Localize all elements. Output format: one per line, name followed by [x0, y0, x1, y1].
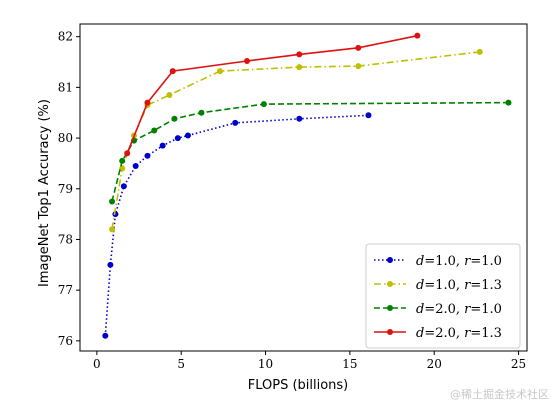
- data-point: [109, 226, 116, 233]
- axes-frame: [79, 23, 528, 352]
- legend-entry: d=1.0, r=1.0: [374, 254, 502, 269]
- legend-box: [365, 243, 521, 349]
- x-tick-label: 10: [258, 357, 273, 371]
- data-point: [414, 32, 421, 39]
- y-tick-label: 82: [58, 30, 73, 44]
- data-point: [260, 101, 267, 108]
- data-point: [198, 109, 205, 116]
- legend-marker: [387, 257, 393, 263]
- series-line: [111, 101, 509, 202]
- data-point: [232, 119, 239, 126]
- data-point: [505, 99, 512, 106]
- y-tick-label: 79: [58, 182, 73, 196]
- data-point: [166, 91, 173, 98]
- data-point: [120, 183, 127, 190]
- data-point: [296, 115, 303, 122]
- series-layer: [102, 32, 512, 339]
- data-point: [365, 112, 372, 119]
- legend-marker: [387, 305, 393, 311]
- series-4: [124, 32, 421, 157]
- data-point: [102, 332, 109, 339]
- x-tick-label: 20: [427, 357, 442, 371]
- data-point: [171, 115, 178, 122]
- data-point: [159, 142, 166, 149]
- legend-label: d=1.0, r=1.0: [416, 254, 502, 269]
- y-tick-label: 77: [58, 283, 73, 297]
- data-point: [296, 64, 303, 71]
- data-point: [184, 132, 191, 139]
- data-point: [132, 162, 139, 169]
- data-point: [476, 48, 483, 55]
- y-tick-label: 81: [58, 80, 73, 94]
- data-point: [169, 68, 176, 75]
- series-line: [104, 114, 369, 336]
- data-point: [124, 150, 131, 157]
- y-tick-label: 78: [58, 232, 73, 246]
- x-tick-label: 0: [93, 357, 101, 371]
- legend-label: d=1.0, r=1.3: [416, 278, 502, 293]
- data-point: [174, 135, 181, 142]
- data-point: [144, 152, 151, 159]
- axes-layer: 0 5 10 15 20 25 76 77 78 79 80 81 82: [58, 23, 528, 371]
- series-line: [111, 51, 480, 230]
- data-point: [355, 63, 362, 70]
- legend-marker: [387, 329, 393, 335]
- data-point: [107, 261, 114, 268]
- legend: d=1.0, r=1.0 d=1.0, r=1.3 d=2.0, r=1.0 d=2.…: [365, 243, 521, 349]
- watermark: @稀土掘金技术社区: [450, 387, 549, 401]
- legend-marker: [387, 281, 393, 287]
- data-point: [109, 198, 116, 205]
- legend-entry: d=2.0, r=1.0: [374, 302, 502, 317]
- data-point: [151, 127, 158, 134]
- x-tick-label: 25: [511, 357, 526, 371]
- legend-label: d=2.0, r=1.0: [416, 302, 502, 317]
- y-tick-label: 80: [58, 131, 73, 145]
- data-point: [112, 211, 119, 218]
- series-2: [109, 48, 483, 233]
- y-tick-label: 76: [58, 334, 73, 348]
- series-1: [102, 112, 372, 339]
- x-tick-label: 15: [342, 357, 357, 371]
- data-point: [119, 157, 126, 164]
- x-axis-title: FLOPS (billions): [248, 378, 349, 393]
- data-point: [217, 68, 224, 75]
- data-point: [144, 99, 151, 106]
- data-point: [243, 58, 250, 65]
- data-point: [355, 44, 362, 51]
- series-3: [109, 99, 512, 205]
- x-tick-label: 5: [177, 357, 185, 371]
- legend-label: d=2.0, r=1.3: [416, 326, 502, 341]
- data-point: [296, 51, 303, 58]
- legend-entry: d=1.0, r=1.3: [374, 278, 502, 293]
- y-axis-title: ImageNet Top1 Accuracy (%): [37, 99, 52, 287]
- legend-entry: d=2.0, r=1.3: [374, 326, 502, 341]
